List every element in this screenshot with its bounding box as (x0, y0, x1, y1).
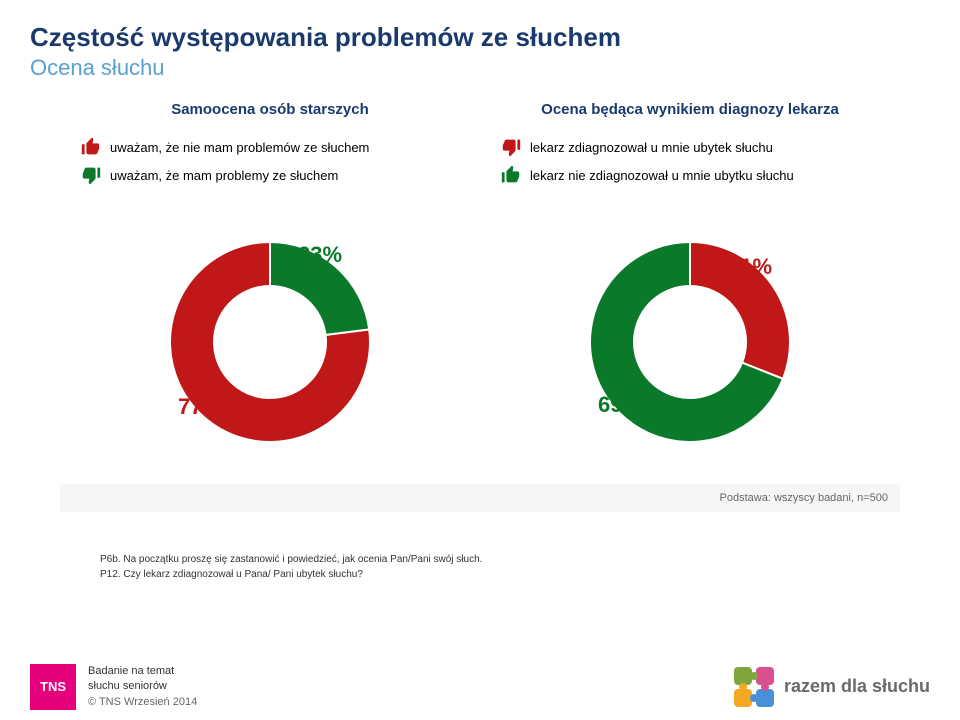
right-heading: Ocena będąca wynikiem diagnozy lekarza (480, 101, 900, 118)
left-donut-chart: 23% 77% (160, 232, 380, 452)
thumb-down-icon (500, 136, 522, 158)
legend-label: lekarz nie zdiagnozował u mnie ubytku sł… (530, 168, 794, 183)
base-note: Podstawa: wszyscy badani, n=500 (60, 484, 900, 512)
legend-item: lekarz nie zdiagnozował u mnie ubytku sł… (500, 164, 900, 186)
slice-label: 69% (598, 392, 642, 418)
question-text: P6b. Na początku proszę się zastanowić i… (100, 552, 960, 567)
thumb-down-icon (80, 164, 102, 186)
legend-item: lekarz zdiagnozował u mnie ubytek słuchu (500, 136, 900, 158)
legend-label: lekarz zdiagnozował u mnie ubytek słuchu (530, 140, 773, 155)
slice-label: 23% (298, 242, 342, 268)
thumb-up-icon (500, 164, 522, 186)
razem-text: razem dla słuchu (784, 676, 930, 697)
razem-logo: razem dla słuchu (732, 665, 930, 709)
left-column: Samoocena osób starszych uważam, że nie … (60, 101, 480, 192)
legend-label: uważam, że mam problemy ze słuchem (110, 168, 338, 183)
page-subtitle: Ocena słuchu (30, 55, 930, 81)
left-heading: Samoocena osób starszych (60, 101, 480, 118)
puzzle-icon (732, 665, 776, 709)
legend-item: uważam, że nie mam problemów ze słuchem (80, 136, 480, 158)
right-donut-chart: 31% 69% (580, 232, 800, 452)
question-text: P12. Czy lekarz zdiagnozował u Pana/ Pan… (100, 567, 960, 582)
study-title-1: Badanie na temat (88, 664, 197, 679)
copyright: © TNS Wrzesień 2014 (88, 695, 197, 710)
legend-label: uważam, że nie mam problemów ze słuchem (110, 140, 369, 155)
legend-item: uważam, że mam problemy ze słuchem (80, 164, 480, 186)
tns-logo: TNS (30, 664, 76, 710)
study-title-2: słuchu seniorów (88, 679, 197, 694)
right-column: Ocena będąca wynikiem diagnozy lekarza l… (480, 101, 900, 192)
slice-label: 77% (178, 394, 222, 420)
thumb-up-icon (80, 136, 102, 158)
slice-label: 31% (728, 254, 772, 280)
page-title: Częstość występowania problemów ze słuch… (30, 22, 930, 53)
